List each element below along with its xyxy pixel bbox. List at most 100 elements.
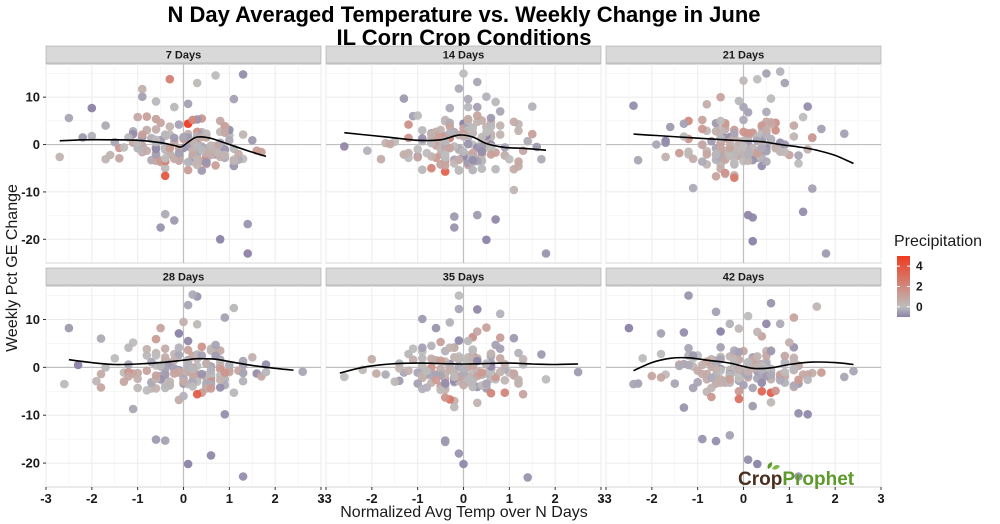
scatter-point: [688, 383, 698, 393]
scatter-point: [743, 455, 753, 465]
scatter-point: [427, 354, 436, 364]
scatter-point: [142, 386, 152, 395]
scatter-point: [440, 161, 450, 170]
scatter-point: [821, 249, 831, 258]
legend-tick-label: 4: [916, 259, 923, 273]
scatter-point: [739, 76, 748, 85]
scatter-point: [413, 111, 423, 120]
scatter-point: [725, 151, 735, 161]
y-tick-label: 10: [26, 90, 40, 105]
scatter-point: [151, 125, 161, 134]
scatter-point: [730, 158, 739, 167]
scatter-point: [739, 102, 748, 112]
logo-prophet: Prophet: [782, 469, 854, 490]
scatter-point: [151, 384, 161, 393]
facet-strip-label: 7 Days: [166, 50, 201, 62]
scatter-point: [206, 150, 216, 160]
scatter-point: [523, 473, 532, 482]
scatter-point: [248, 353, 257, 362]
logo-leaf-icon: [767, 462, 773, 469]
scatter-point: [450, 402, 459, 412]
x-tick-label: 0: [740, 491, 747, 506]
scatter-point: [418, 165, 427, 174]
scatter-point: [803, 102, 812, 111]
scatter-point: [716, 134, 725, 143]
scatter-point: [160, 209, 170, 219]
scatter-point: [473, 305, 482, 314]
smooth-trend-line: [344, 131, 547, 151]
scatter-point: [170, 216, 179, 225]
scatter-point: [431, 375, 441, 385]
facet-strip: [325, 267, 602, 286]
scatter-point: [211, 161, 220, 170]
scatter-point: [197, 351, 207, 360]
scatter-point: [748, 236, 757, 246]
scatter-point: [376, 154, 386, 164]
x-tick-label: -1: [132, 491, 144, 506]
scatter-point: [743, 156, 753, 165]
scatter-point: [192, 141, 202, 151]
scatter-point: [101, 154, 110, 164]
scatter-point: [766, 370, 776, 380]
scatter-point: [702, 150, 712, 159]
scatter-point: [160, 163, 170, 173]
scatter-point: [440, 437, 450, 447]
scatter-point: [808, 184, 817, 193]
scatter-point: [454, 155, 464, 164]
scatter-point: [725, 431, 735, 440]
scatter-point: [220, 368, 230, 377]
scatter-point: [220, 410, 230, 419]
scatter-point: [789, 121, 799, 130]
scatter-point: [192, 389, 202, 399]
scatter-point: [679, 403, 689, 412]
scatter-point: [716, 92, 725, 102]
scatter-point: [202, 129, 211, 138]
scatter-point: [794, 409, 803, 418]
scatter-point: [707, 373, 716, 383]
scatter-point: [183, 459, 193, 469]
scatter-point: [794, 159, 803, 168]
scatter-point: [473, 398, 482, 408]
scatter-point: [629, 379, 638, 389]
scatter-point: [450, 372, 459, 382]
scatter-point: [170, 355, 179, 365]
y-tick-label: -10: [21, 184, 40, 199]
smooth-trend-line: [59, 135, 267, 158]
scatter-point: [261, 367, 271, 377]
scatter-point: [202, 158, 211, 167]
facet-strip: [605, 45, 882, 64]
scatter-point: [734, 374, 744, 383]
scatter-point: [229, 94, 239, 104]
scatter-point: [459, 365, 468, 374]
facet-panel: 35 Days -3 -2 -1 0 1 2 3: [320, 267, 605, 506]
scatter-point: [399, 150, 409, 159]
scatter-point: [495, 309, 505, 319]
scatter-point: [775, 67, 785, 76]
scatter-point: [440, 393, 450, 402]
scatter-point: [730, 173, 739, 182]
scatter-point: [183, 165, 193, 175]
x-tick-label: -2: [366, 491, 378, 506]
scatter-point: [390, 377, 400, 387]
scatter-point: [482, 379, 491, 388]
scatter-point: [468, 345, 478, 355]
scatter-point: [486, 122, 496, 131]
facet-panel: 14 Days: [325, 45, 602, 264]
scatter-point: [427, 130, 436, 139]
logo-text: CropProphet: [738, 469, 855, 490]
scatter-point: [225, 136, 234, 145]
scatter-point: [197, 166, 207, 175]
scatter-point: [624, 323, 634, 333]
scatter-point: [160, 344, 170, 354]
scatter-point: [422, 366, 432, 376]
scatter-point: [509, 117, 519, 127]
scatter-point: [170, 154, 179, 164]
scatter-point: [192, 155, 202, 164]
scatter-point: [656, 349, 666, 359]
facet-panel: 21 Days: [605, 45, 882, 264]
scatter-point: [151, 144, 161, 154]
scatter-point: [229, 388, 239, 398]
scatter-point: [725, 137, 735, 146]
